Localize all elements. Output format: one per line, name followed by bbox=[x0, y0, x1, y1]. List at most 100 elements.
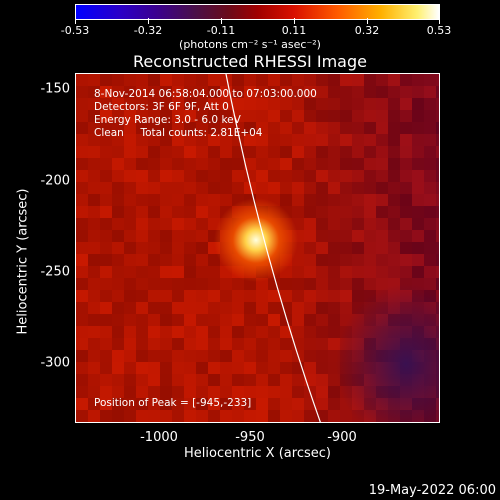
image-pixel bbox=[304, 206, 316, 218]
image-pixel bbox=[436, 134, 439, 146]
image-pixel bbox=[184, 374, 196, 386]
image-pixel bbox=[436, 86, 439, 98]
image-pixel bbox=[100, 134, 112, 146]
image-pixel bbox=[148, 278, 160, 290]
image-pixel bbox=[304, 326, 316, 338]
image-pixel bbox=[184, 206, 196, 218]
image-pixel bbox=[100, 86, 112, 98]
image-pixel bbox=[220, 326, 232, 338]
image-pixel bbox=[268, 326, 280, 338]
image-pixel bbox=[328, 182, 340, 194]
image-pixel bbox=[268, 278, 280, 290]
image-pixel bbox=[340, 146, 352, 158]
image-pixel bbox=[364, 146, 376, 158]
image-pixel bbox=[328, 110, 340, 122]
image-pixel bbox=[160, 362, 172, 374]
image-pixel bbox=[304, 98, 316, 110]
image-pixel bbox=[304, 122, 316, 134]
image-pixel bbox=[388, 122, 400, 134]
image-pixel bbox=[436, 182, 439, 194]
image-pixel bbox=[232, 278, 244, 290]
image-pixel bbox=[340, 110, 352, 122]
image-pixel bbox=[424, 278, 436, 290]
image-pixel bbox=[100, 182, 112, 194]
image-pixel bbox=[400, 170, 412, 182]
image-pixel bbox=[268, 182, 280, 194]
image-pixel bbox=[256, 74, 268, 86]
image-pixel bbox=[112, 170, 124, 182]
image-pixel bbox=[184, 338, 196, 350]
image-pixel bbox=[280, 110, 292, 122]
image-pixel bbox=[136, 206, 148, 218]
image-pixel bbox=[148, 422, 160, 423]
image-pixel bbox=[196, 194, 208, 206]
image-pixel bbox=[292, 74, 304, 86]
time-range: 8-Nov-2014 06:58:04.000 to 07:03:00.000 bbox=[94, 88, 317, 100]
image-pixel bbox=[244, 290, 256, 302]
image-pixel bbox=[136, 410, 148, 422]
image-pixel bbox=[400, 146, 412, 158]
image-pixel bbox=[100, 278, 112, 290]
image-pixel bbox=[172, 410, 184, 422]
image-pixel bbox=[304, 266, 316, 278]
image-pixel bbox=[112, 134, 124, 146]
image-pixel bbox=[268, 314, 280, 326]
colorbar-label: 0.11 bbox=[281, 24, 307, 37]
image-pixel bbox=[268, 410, 280, 422]
image-pixel bbox=[220, 386, 232, 398]
image-pixel bbox=[316, 398, 328, 410]
image-pixel bbox=[76, 290, 88, 302]
colorbar-tick bbox=[294, 18, 295, 24]
image-pixel bbox=[208, 122, 220, 134]
image-pixel bbox=[268, 122, 280, 134]
image-pixel bbox=[352, 194, 364, 206]
image-pixel bbox=[352, 146, 364, 158]
image-pixel bbox=[280, 422, 292, 423]
image-pixel bbox=[76, 254, 88, 266]
image-pixel bbox=[316, 146, 328, 158]
image-pixel bbox=[184, 134, 196, 146]
image-pixel bbox=[160, 218, 172, 230]
image-pixel bbox=[76, 398, 88, 410]
image-pixel bbox=[328, 218, 340, 230]
image-pixel bbox=[88, 206, 100, 218]
image-pixel bbox=[412, 158, 424, 170]
y-axis-label: Heliocentric Y (arcsec) bbox=[15, 188, 31, 335]
image-pixel bbox=[76, 326, 88, 338]
image-pixel bbox=[316, 386, 328, 398]
image-pixel bbox=[112, 326, 124, 338]
image-pixel bbox=[400, 158, 412, 170]
image-pixel bbox=[424, 170, 436, 182]
image-pixel bbox=[400, 230, 412, 242]
image-pixel bbox=[208, 110, 220, 122]
image-pixel bbox=[328, 410, 340, 422]
image-pixel bbox=[232, 398, 244, 410]
image-pixel bbox=[208, 158, 220, 170]
image-pixel bbox=[100, 218, 112, 230]
flare-source bbox=[214, 198, 298, 282]
image-pixel bbox=[184, 314, 196, 326]
image-pixel bbox=[76, 422, 88, 423]
image-pixel bbox=[172, 242, 184, 254]
peak-position: Position of Peak = [-945,-233] bbox=[94, 397, 252, 409]
image-pixel bbox=[280, 98, 292, 110]
colorbar-label: -0.32 bbox=[133, 24, 163, 37]
image-pixel bbox=[364, 134, 376, 146]
image-pixel bbox=[220, 194, 232, 206]
image-pixel bbox=[364, 158, 376, 170]
image-pixel bbox=[340, 134, 352, 146]
image-pixel bbox=[292, 386, 304, 398]
image-pixel bbox=[160, 182, 172, 194]
image-pixel bbox=[208, 374, 220, 386]
image-pixel bbox=[220, 74, 232, 86]
image-pixel bbox=[292, 410, 304, 422]
image-pixel bbox=[424, 134, 436, 146]
image-pixel bbox=[220, 158, 232, 170]
image-pixel bbox=[376, 182, 388, 194]
image-pixel bbox=[136, 362, 148, 374]
energy-range: Energy Range: 3.0 - 6.0 keV bbox=[94, 114, 241, 126]
image-pixel bbox=[436, 170, 439, 182]
image-pixel bbox=[292, 158, 304, 170]
image-pixel bbox=[112, 278, 124, 290]
image-pixel bbox=[292, 170, 304, 182]
